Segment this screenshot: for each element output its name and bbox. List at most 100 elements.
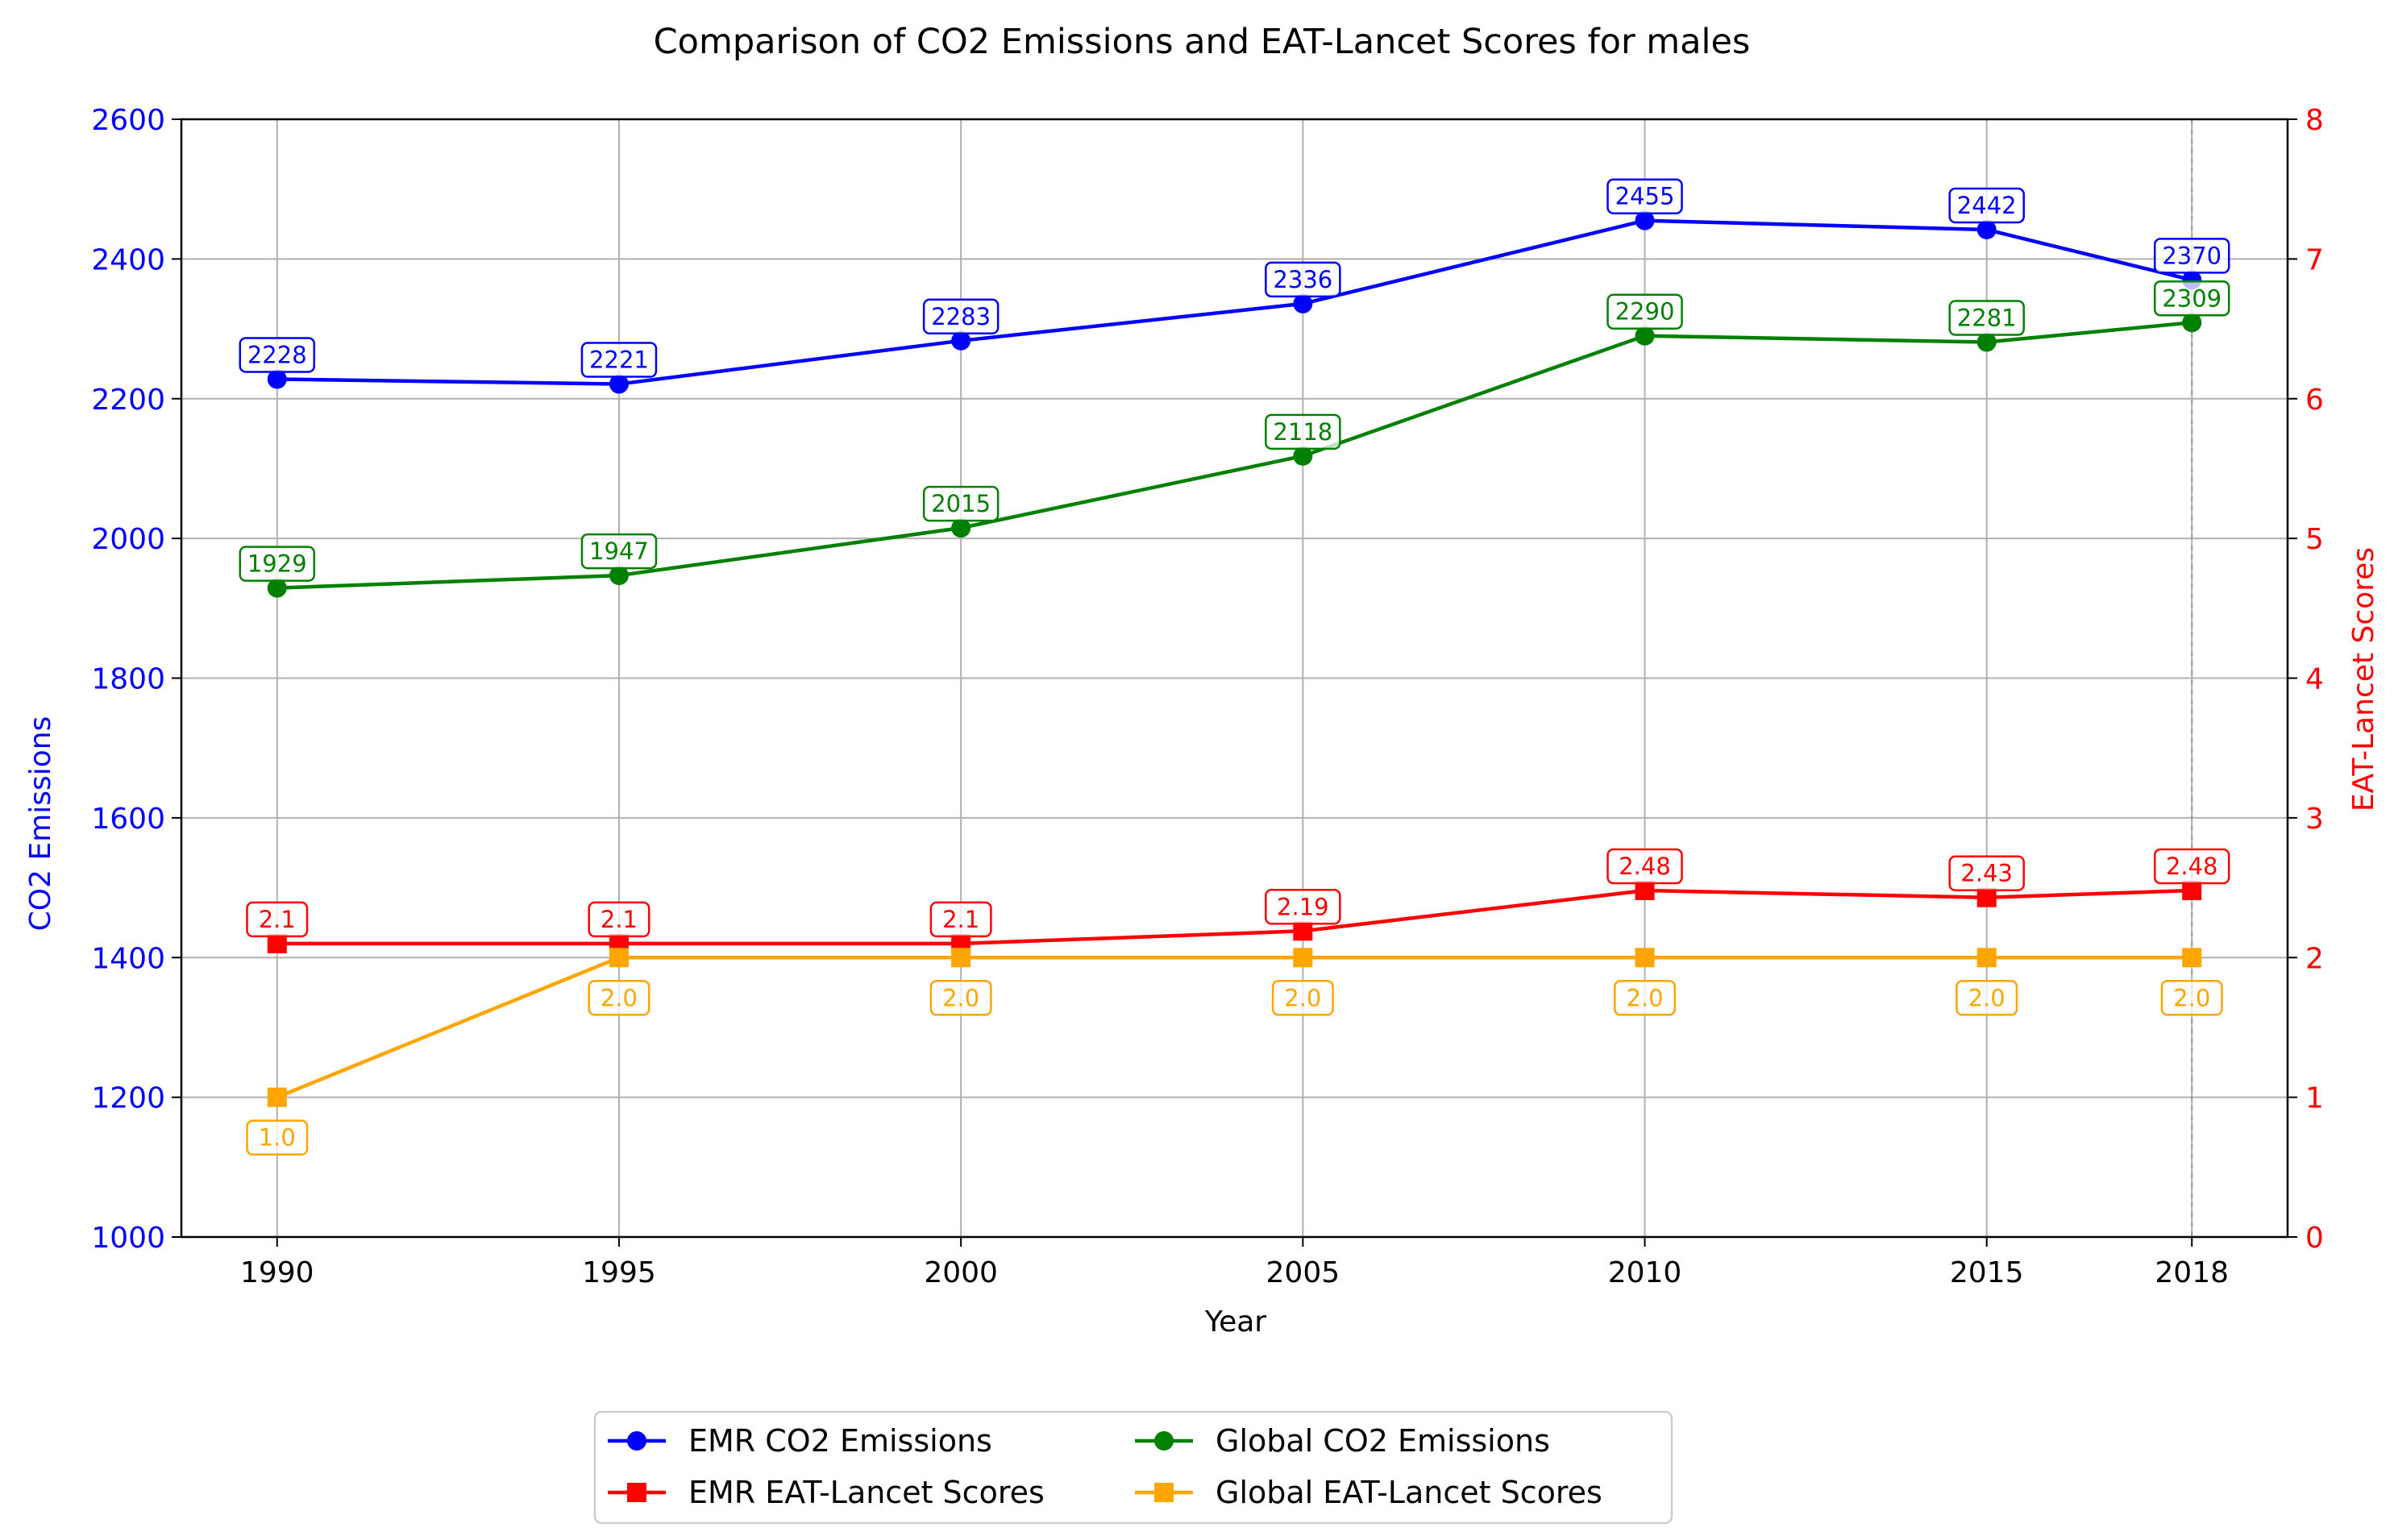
data-label: 2.0	[929, 980, 992, 1016]
data-label-box	[239, 337, 316, 373]
x-tick-label: 2005	[1266, 1256, 1340, 1289]
data-label: 2.0	[1614, 980, 1677, 1016]
series-line	[276, 888, 2192, 946]
series-point	[609, 948, 629, 968]
data-label-text: 2455	[1615, 183, 1675, 210]
data-label-box	[580, 342, 658, 378]
x-tick-label: 1990	[240, 1256, 314, 1289]
legend-item: Global CO2 Emissions	[1135, 1423, 1550, 1459]
data-label-text: 2.43	[1960, 860, 2013, 887]
chart-title: Comparison of CO2 Emissions and EAT-Lanc…	[654, 22, 1751, 62]
legend-label: EMR EAT-Lancet Scores	[688, 1475, 1045, 1510]
series-point	[1635, 948, 1655, 968]
data-label: 2455	[1606, 178, 1683, 214]
series-point	[951, 518, 971, 538]
data-label-box	[588, 901, 650, 938]
data-label-text: 2281	[1957, 305, 2017, 332]
series-point	[951, 948, 971, 968]
data-label: 2.43	[1948, 855, 2025, 891]
data-label-box	[1948, 855, 2025, 891]
data-label-text: 2336	[1273, 266, 1332, 293]
legend-frame	[593, 1410, 1673, 1525]
x-axis-label: Year	[1204, 1305, 1266, 1339]
series-line	[276, 321, 2192, 590]
y-left-tick-label: 2400	[91, 243, 165, 276]
data-label-text: 2.0	[1968, 984, 2005, 1011]
x-tick-label: 2000	[924, 1256, 998, 1289]
series-point	[609, 566, 629, 586]
data-label-box	[1606, 178, 1683, 214]
data-label: 2.0	[2160, 980, 2223, 1016]
y-left-tick-label: 1200	[91, 1082, 165, 1115]
series-point	[2182, 313, 2202, 333]
data-label: 2290	[1606, 293, 1683, 330]
data-label: 2.19	[1265, 889, 1341, 925]
y-right-tick-label: 4	[2305, 663, 2324, 696]
data-label-text: 1.0	[259, 1124, 296, 1152]
data-label-box	[1606, 848, 1683, 885]
y-axis-right-label: EAT-Lancet Scores	[2347, 547, 2380, 812]
axes-layer: 1000120014001600180020002200240026000123…	[91, 104, 2324, 1289]
data-label: 2.0	[1271, 980, 1334, 1016]
data-label-text: 2.19	[1277, 893, 1329, 920]
data-label-box	[929, 980, 992, 1016]
y-right-tick-label: 0	[2305, 1222, 2324, 1255]
data-label: 1.0	[246, 1119, 309, 1156]
legend-item: Global EAT-Lancet Scores	[1135, 1475, 1602, 1510]
data-label-text: 2370	[2162, 242, 2222, 269]
data-label: 2336	[1265, 261, 1341, 298]
y-right-tick-label: 6	[2305, 384, 2324, 417]
y-left-tick-label: 1400	[91, 942, 165, 975]
data-label-box	[580, 533, 658, 570]
data-label: 2370	[2153, 238, 2230, 274]
data-label-box	[2153, 280, 2230, 317]
data-label-text: 2228	[247, 341, 307, 368]
data-label-text: 2.48	[2166, 853, 2218, 880]
series-point	[267, 1087, 287, 1107]
data-label-text: 2283	[931, 303, 991, 330]
data-label-box	[2160, 980, 2223, 1016]
data-label-box	[1265, 261, 1341, 298]
data-label-text: 2.0	[942, 984, 979, 1011]
data-label-box	[1956, 980, 2018, 1016]
series-point	[1293, 446, 1313, 466]
grid-layer	[181, 118, 2288, 1238]
data-label: 2.1	[246, 901, 309, 938]
data-label-text: 2.1	[942, 906, 979, 933]
y-right-tick-label: 5	[2305, 523, 2324, 556]
data-label: 2.1	[588, 901, 650, 938]
series-point	[267, 578, 287, 598]
legend-item: EMR EAT-Lancet Scores	[608, 1475, 1045, 1510]
data-label-box	[2153, 238, 2230, 274]
data-label-text: 1947	[589, 538, 649, 565]
data-label-box	[246, 901, 309, 938]
series-point	[1293, 948, 1313, 968]
data-label-box	[929, 901, 992, 938]
y-left-tick-label: 2000	[91, 523, 165, 556]
data-label: 2.0	[1956, 980, 2018, 1016]
data-label: 1947	[580, 533, 658, 570]
legend-label: EMR CO2 Emissions	[688, 1423, 992, 1459]
data-label: 2228	[239, 337, 316, 373]
series-point	[951, 330, 971, 351]
series-point	[1293, 293, 1313, 313]
y-left-tick-label: 2200	[91, 384, 165, 417]
y-left-tick-label: 1800	[91, 663, 165, 696]
data-label: 2442	[1948, 187, 2025, 224]
data-label-box	[1614, 980, 1677, 1016]
y-left-tick-label: 1000	[91, 1222, 165, 1255]
data-label-layer: 2228 2221 2283 2336 2455 2442 2370 1929 1947 2015…	[239, 178, 2230, 1156]
legend-item: EMR CO2 Emissions	[608, 1423, 992, 1459]
data-label-text: 2.48	[1619, 853, 1671, 880]
legend-swatch-marker	[627, 1483, 646, 1502]
x-tick-label: 2018	[2155, 1256, 2229, 1289]
data-label: 2.48	[1606, 848, 1683, 885]
data-label: 2309	[2153, 280, 2230, 317]
data-label-text: 2.0	[1284, 984, 1321, 1011]
data-label-text: 2015	[931, 490, 991, 517]
x-tick-label: 1995	[582, 1256, 656, 1289]
data-label: 2283	[922, 298, 1000, 335]
series-point	[267, 369, 287, 389]
data-label-box	[2153, 848, 2230, 885]
